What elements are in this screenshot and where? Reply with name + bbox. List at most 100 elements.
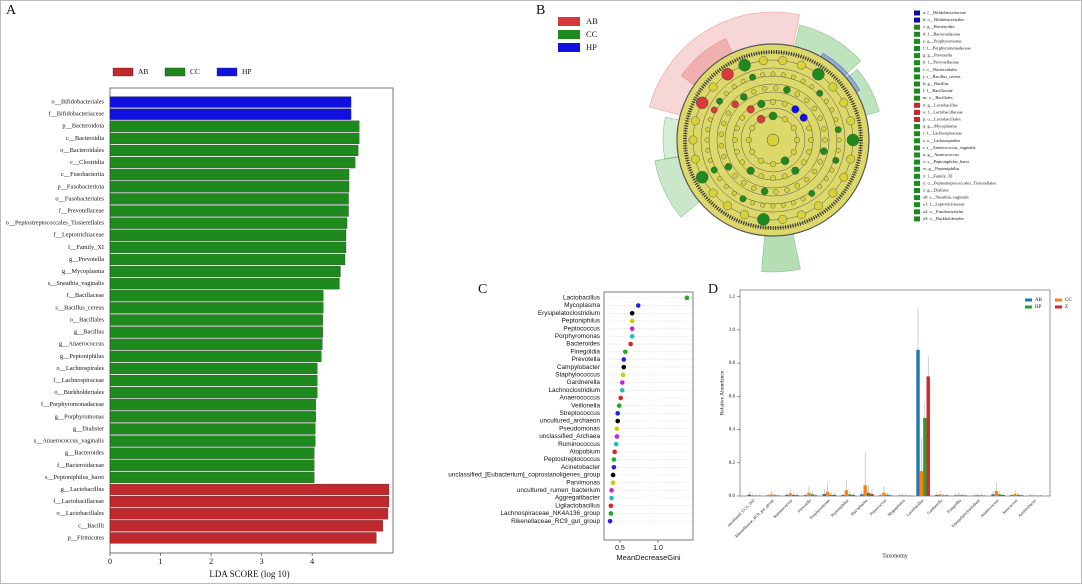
node <box>739 195 747 203</box>
node <box>770 99 776 105</box>
bar <box>109 350 322 362</box>
node <box>749 73 756 81</box>
node <box>790 148 797 155</box>
clade-swatch <box>914 74 920 80</box>
bar <box>109 181 350 193</box>
node <box>790 200 796 206</box>
bar <box>109 326 323 338</box>
bar <box>844 490 849 496</box>
category-label: g__Dialister <box>73 425 105 432</box>
clade-label: a1: f__Leptotrichiaceae <box>923 202 965 207</box>
node <box>721 153 727 160</box>
category-label: s__Anaerococcus_vaginalis <box>34 438 105 445</box>
x-axis-title: Taxonomy <box>882 553 908 559</box>
node <box>760 202 766 208</box>
ring <box>724 91 822 189</box>
category-label: s__Sneathia_vaginalis <box>48 280 105 287</box>
bar <box>109 265 341 278</box>
category-label: c__Fusobacteriia <box>61 171 104 178</box>
category-label: g__Bacteroides <box>65 450 105 457</box>
bar <box>109 374 318 387</box>
legend-swatch <box>216 67 238 77</box>
bar <box>109 217 348 229</box>
bar <box>785 495 789 496</box>
category-label: f__Lactobacillaceae <box>53 498 104 505</box>
node <box>839 172 849 182</box>
clade-label: j: s__Bacillus_cereus <box>922 74 961 79</box>
node <box>741 180 747 186</box>
panel-label: A <box>6 3 17 18</box>
panel-label: D <box>708 282 718 297</box>
category-label: p__Bacteroidota <box>62 123 104 130</box>
legend-label: AB <box>138 67 148 76</box>
x-tick-label: 0 <box>108 557 112 566</box>
bar <box>1010 495 1014 496</box>
node <box>750 200 756 206</box>
clade-swatch <box>914 102 920 108</box>
node <box>794 91 801 97</box>
node <box>740 210 749 220</box>
bar <box>866 492 871 496</box>
legend-label: CC <box>1065 298 1072 303</box>
bar <box>109 471 315 484</box>
node <box>690 116 700 126</box>
dot <box>619 387 625 393</box>
dot <box>684 295 690 301</box>
bar <box>750 495 755 496</box>
node <box>794 183 801 189</box>
node <box>832 156 840 164</box>
bar <box>851 495 855 496</box>
x-tick-label: 3 <box>260 557 264 566</box>
category-label: o__Lachnospirales <box>56 365 104 372</box>
category-label: Lachnospiraceae_NK4A136_group <box>501 510 601 517</box>
clade-label: a3: o__Burkholderiales <box>923 216 964 221</box>
legend-label: CC <box>190 67 200 76</box>
y-axis-title: Relative Abundance <box>719 370 725 415</box>
node <box>688 135 698 145</box>
node <box>828 82 838 92</box>
bar <box>998 494 1002 496</box>
node <box>751 89 757 95</box>
node <box>758 157 765 164</box>
node <box>731 84 737 90</box>
node <box>782 116 789 123</box>
x-tick-label: 0.5 <box>615 545 625 552</box>
node <box>834 126 842 134</box>
clade-label: s: o__Lachnospirales <box>923 138 960 143</box>
bar <box>1032 495 1036 496</box>
node <box>811 168 818 175</box>
bar <box>109 205 349 217</box>
bar <box>889 495 893 496</box>
category-label: s__Bacillus_cereus <box>55 304 104 311</box>
node <box>773 189 779 195</box>
node <box>846 133 860 147</box>
node <box>725 110 732 116</box>
bar <box>941 495 946 496</box>
clade-label: g: g__Prevotella <box>923 53 952 58</box>
node <box>746 166 755 175</box>
bar <box>109 253 346 266</box>
category-label: o__Burkholderiales <box>54 389 104 396</box>
category-label: Veillonella <box>571 402 600 409</box>
dot <box>615 411 620 416</box>
bar <box>109 520 384 532</box>
node <box>756 114 766 124</box>
bar <box>795 495 799 496</box>
dot <box>610 472 616 478</box>
bar <box>841 495 845 496</box>
bar <box>109 387 318 399</box>
dot <box>612 449 617 455</box>
clade-swatch <box>914 60 920 66</box>
bar <box>109 302 324 314</box>
bar <box>1016 495 1021 496</box>
dot <box>609 488 614 493</box>
clade-label: t: s__Anaerococcus_vaginalis <box>923 145 976 150</box>
bar <box>807 492 811 496</box>
node <box>708 188 718 198</box>
clade-label: q: g__Mycoplasma <box>923 124 957 129</box>
category-label: Peptococcus <box>563 325 600 332</box>
y-tick-label: 0.0 <box>729 494 736 499</box>
category-label: uncultured_rumen_bacterium <box>517 487 600 494</box>
node <box>778 214 787 224</box>
